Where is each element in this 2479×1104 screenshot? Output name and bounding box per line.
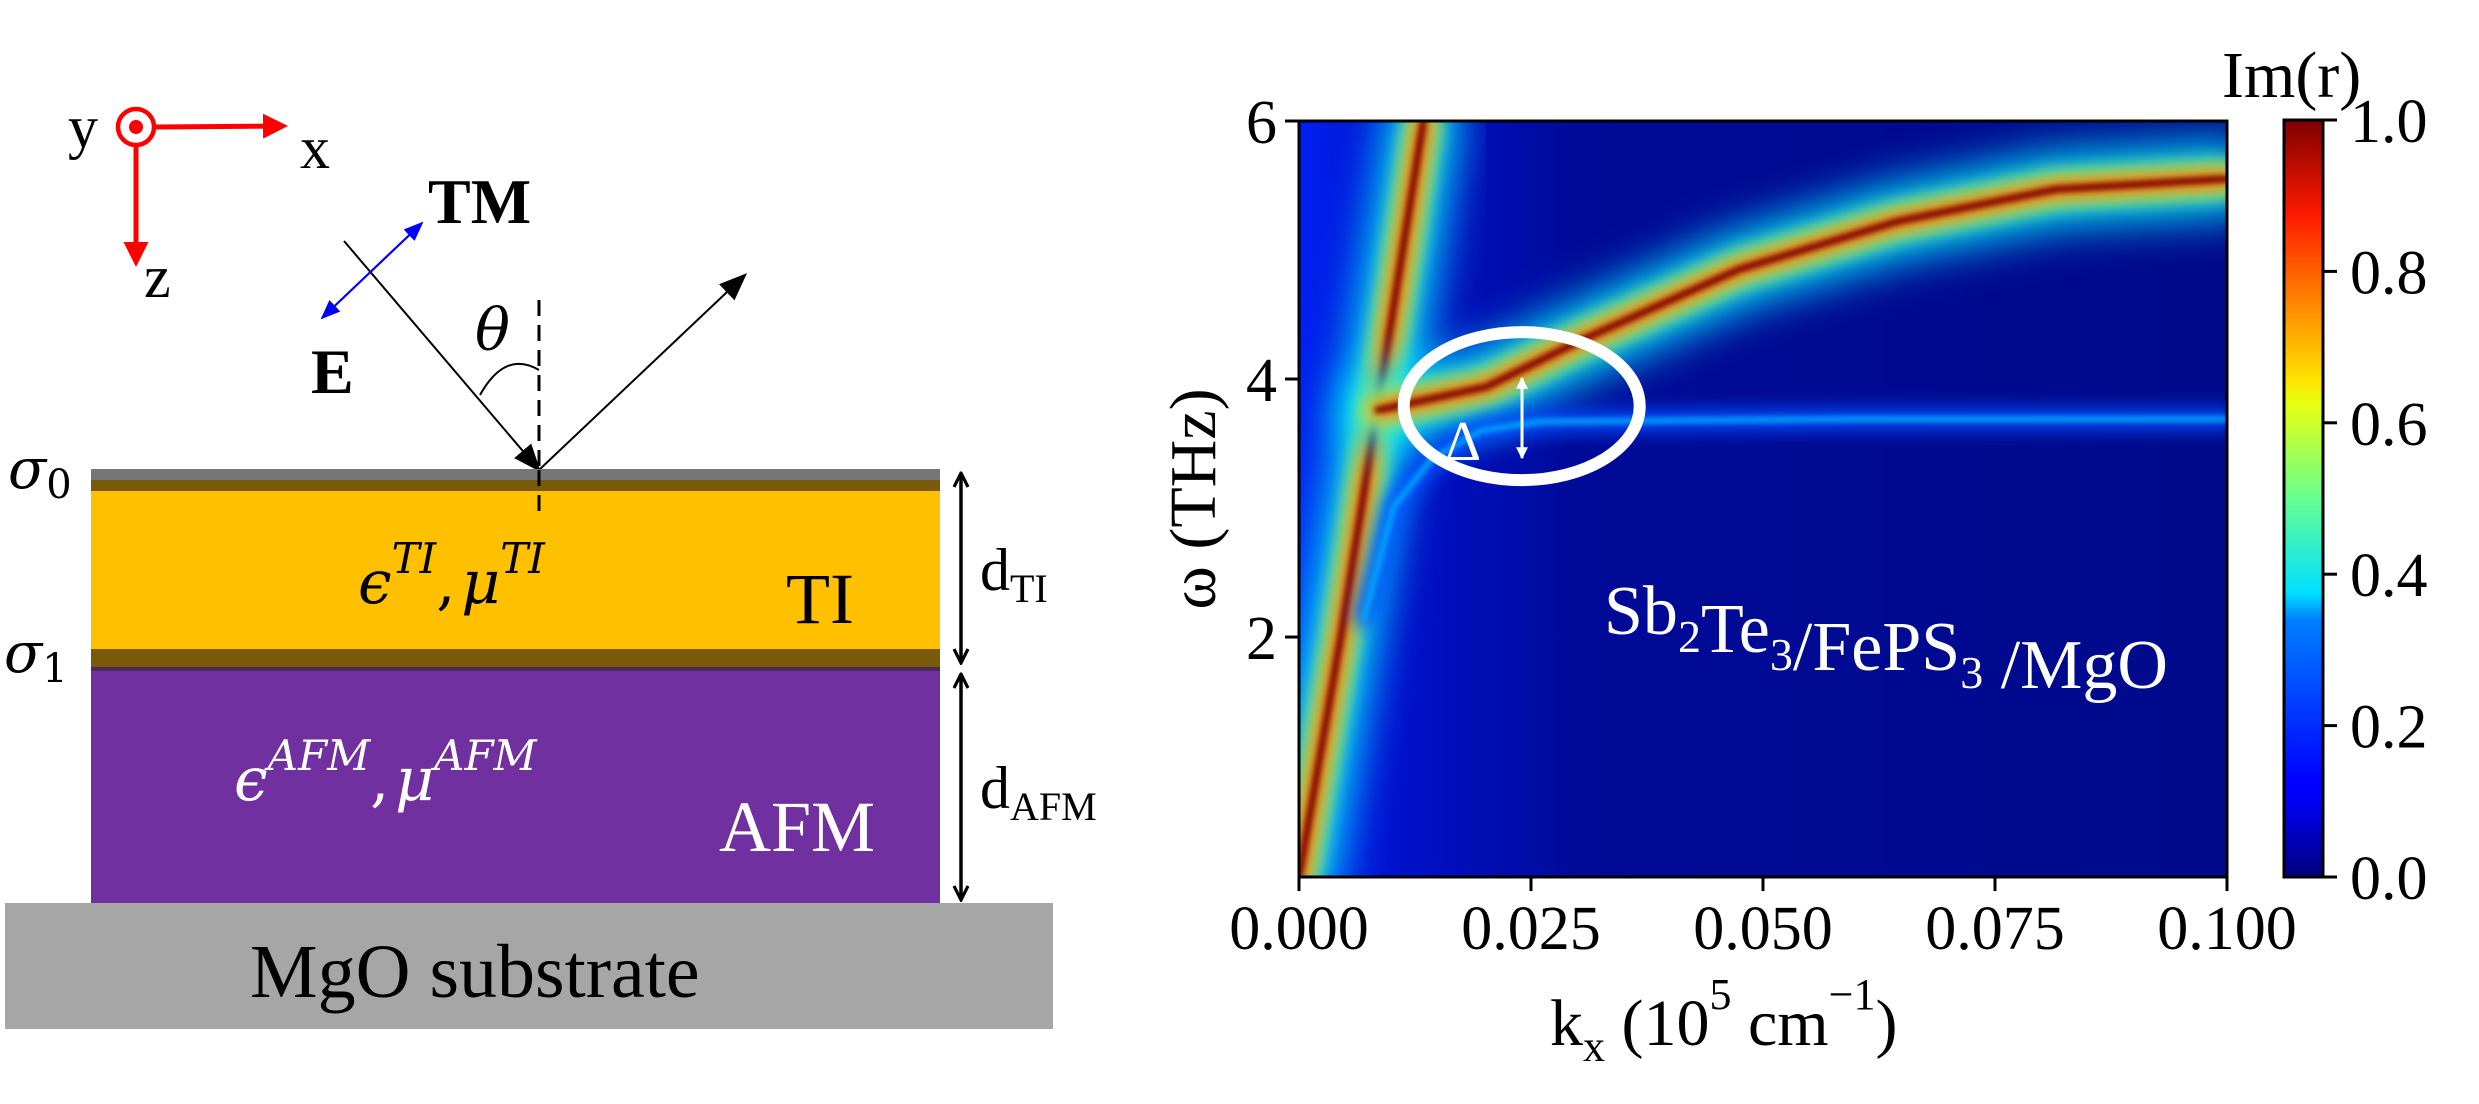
coordinate-axes: y x z: [68, 94, 330, 310]
y-axis-label: y: [68, 94, 98, 160]
z-axis-label: z: [144, 244, 171, 310]
x-tick-label: 0.075: [1925, 895, 2065, 963]
y-tick-label: 4: [1246, 347, 1277, 415]
y-axis-title: ω (THz): [1157, 388, 1230, 609]
sample-annotation: Sb2Te3/FePS3 /MgO: [1604, 573, 2168, 704]
schematic: y x z θ TM E σ0 σ1 ϵTI, μTI TI ϵAFM, μA: [4, 94, 1097, 1029]
mgo-substrate: [5, 903, 1053, 1029]
e-field-arrow: [320, 221, 424, 320]
ti-params: ϵTI, μTI: [358, 534, 546, 618]
band-glow: [1374, 175, 2227, 414]
colorbar-title: Im(r): [2222, 39, 2361, 112]
y-tick-label: 6: [1246, 89, 1277, 157]
ti-layer-label: TI: [786, 559, 854, 639]
colorbar: [2282, 118, 2325, 879]
colorbar-tick-label: 0.4: [2350, 542, 2428, 610]
colorbar-tick-label: 0.6: [2350, 391, 2428, 459]
colorbar-tick-label: 1.0: [2350, 88, 2428, 156]
x-tick-label: 0.025: [1461, 895, 1601, 963]
band-lower-polariton-branch: [1354, 409, 2227, 628]
reflected-beam: [538, 273, 748, 471]
gap-label: Δ: [1445, 411, 1481, 473]
y-tick-label: 2: [1246, 605, 1277, 673]
colorbar-tick-label: 0.0: [2350, 845, 2428, 913]
afm-thickness-label: dAFM: [980, 755, 1097, 829]
bottom-surface-sheet-sigma1: [91, 649, 940, 667]
x-tick-label: 0.100: [2157, 895, 2297, 963]
x-tick-label: 0.050: [1693, 895, 1833, 963]
angle-arc: [479, 362, 540, 396]
top-surface-sheet-sigma0: [91, 480, 940, 491]
x-axis-label: x: [300, 115, 330, 181]
theta-label: θ: [475, 296, 510, 364]
top-sheet-gray: [91, 469, 940, 480]
y-axis-dot: [129, 120, 143, 134]
interface-dark-line: [91, 667, 940, 671]
ti-thickness-label: dTI: [980, 537, 1048, 611]
colorbar-tick-label: 0.2: [2350, 694, 2428, 762]
dispersion-chart: Δ Sb2Te3/FePS3 /MgO 0.000 0.025 0.050 0.075…: [1157, 39, 2428, 1071]
sigma1-label: σ1: [4, 621, 68, 692]
substrate-label: MgO substrate: [250, 930, 700, 1014]
afm-layer: [91, 671, 940, 903]
band-glow: [1361, 416, 2227, 621]
ti-layer: [91, 491, 940, 649]
x-axis-title: kx (105 cm−1): [1550, 970, 1897, 1071]
colorbar-tick-label: 0.8: [2350, 239, 2428, 307]
band-upper-polariton-branch: [1342, 144, 2227, 445]
gap-highlight-ellipse: [1397, 326, 1646, 487]
x-tick-label: 0.000: [1229, 895, 1369, 963]
band-glow: [1299, 121, 1427, 877]
afm-params: ϵAFM, μAFM: [234, 731, 538, 815]
x-axis-arrow: [155, 113, 288, 139]
sigma0-label: σ0: [8, 437, 72, 508]
afm-layer-label: AFM: [719, 787, 875, 867]
e-field-label: E: [311, 336, 354, 407]
tm-label: TM: [428, 166, 531, 237]
band-light-line-mode: [1299, 121, 1459, 877]
